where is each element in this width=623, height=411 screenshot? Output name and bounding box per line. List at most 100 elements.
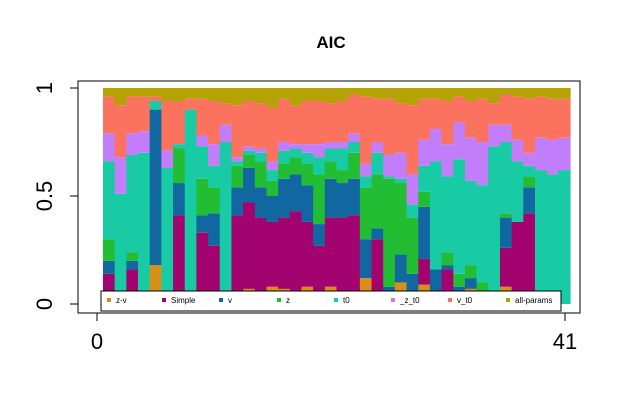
bar-segment: [254, 103, 268, 149]
bar-segment: [534, 96, 548, 138]
bar-segment: [126, 96, 139, 134]
legend-label: Simple: [171, 296, 196, 305]
bar-segment: [418, 139, 431, 166]
bar-segment: [161, 100, 174, 151]
bar-segment: [429, 161, 443, 270]
legend-swatch: [277, 298, 281, 302]
bar-segment: [313, 174, 326, 225]
bar-segment: [453, 88, 466, 97]
bar-segment: [558, 88, 571, 99]
bar-segment: [464, 278, 478, 289]
bar-segment: [383, 98, 396, 155]
bar-segment: [476, 142, 489, 186]
bar-segment: [161, 88, 174, 101]
bar-segment: [383, 176, 396, 179]
bar-segment: [289, 105, 303, 145]
bar-segment: [313, 88, 326, 101]
bar-segment: [523, 176, 536, 188]
bar-segment: [406, 88, 419, 106]
bar-segment: [441, 176, 454, 253]
bar-segment: [453, 286, 466, 292]
bar-segment: [126, 269, 139, 296]
legend-swatch: [448, 298, 452, 302]
bar-segment: [324, 103, 338, 142]
bar-segment: [313, 245, 326, 294]
bar-segment: [336, 217, 349, 294]
bar-segment: [103, 260, 116, 274]
bar-segment: [394, 152, 408, 179]
bar-segment: [278, 142, 291, 151]
bar-segment: [523, 98, 536, 153]
bar-segment: [103, 133, 116, 162]
bar-segment: [336, 100, 349, 142]
bar-segment: [313, 224, 326, 246]
bar-segment: [394, 88, 408, 104]
bar-segment: [499, 142, 513, 214]
bar-segment: [418, 206, 431, 259]
bar-segment: [278, 150, 291, 164]
bar-segment: [208, 165, 221, 188]
bar-segment: [243, 88, 256, 101]
bar-segment: [231, 215, 244, 298]
bar-segment: [103, 88, 116, 97]
legend-swatch: [162, 298, 166, 302]
bar-segment: [324, 161, 338, 179]
bar-segment: [196, 135, 209, 147]
bar-segment: [429, 98, 443, 130]
bar-segment: [464, 88, 478, 101]
bar-segment: [103, 239, 116, 261]
bar-segment: [441, 100, 454, 145]
legend-label: z: [286, 296, 290, 305]
bar-segment: [464, 137, 478, 181]
bar-segment: [149, 109, 162, 266]
bar-segment: [394, 178, 408, 184]
bar-segment: [476, 88, 489, 99]
legend-swatch: [107, 298, 111, 302]
bar-segment: [371, 98, 384, 142]
bar-segment: [406, 174, 419, 205]
bar-segment: [289, 174, 303, 212]
bar-segment: [534, 88, 548, 97]
bar-segment: [359, 176, 373, 188]
bar-segment: [219, 142, 233, 304]
bar-segment: [359, 163, 373, 177]
bar-segment: [301, 88, 314, 101]
bar-segment: [371, 142, 384, 153]
bar-segment: [231, 88, 244, 106]
bar-segment: [208, 213, 221, 246]
bar-segment: [254, 152, 268, 162]
bar-segment: [219, 103, 233, 125]
bar-segment: [313, 157, 326, 175]
bar-segment: [114, 105, 127, 158]
y-tick-label: 1: [32, 82, 57, 94]
bar-segment: [488, 88, 501, 104]
bar-segment: [523, 152, 536, 166]
bar-segment: [476, 185, 489, 283]
bar-segment: [511, 221, 524, 296]
bar-segment: [348, 152, 361, 179]
bar-segment: [453, 273, 466, 287]
bar-segment: [371, 152, 384, 175]
bar-segment: [348, 142, 361, 153]
bar-segment: [301, 185, 314, 222]
bar-segment: [278, 217, 291, 289]
bar-segment: [348, 88, 361, 95]
bar-segment: [208, 100, 221, 145]
legend-label: all-params: [515, 296, 552, 305]
bar-segment: [231, 187, 244, 216]
bar-segment: [243, 167, 256, 203]
bar-segment: [348, 215, 361, 296]
bar-segment: [208, 144, 221, 166]
bar-segment: [418, 98, 431, 140]
bar-segment: [126, 252, 139, 261]
bar-segment: [336, 142, 349, 149]
bar-segment: [278, 98, 291, 142]
bar-segment: [511, 88, 524, 97]
bar-segment: [499, 88, 513, 95]
bar-segment: [488, 146, 501, 292]
bar-segment: [371, 174, 384, 229]
x-tick-label: 0: [91, 329, 103, 354]
bar-segment: [546, 139, 559, 175]
bar-segment: [394, 183, 408, 255]
bar-segment: [184, 88, 198, 99]
